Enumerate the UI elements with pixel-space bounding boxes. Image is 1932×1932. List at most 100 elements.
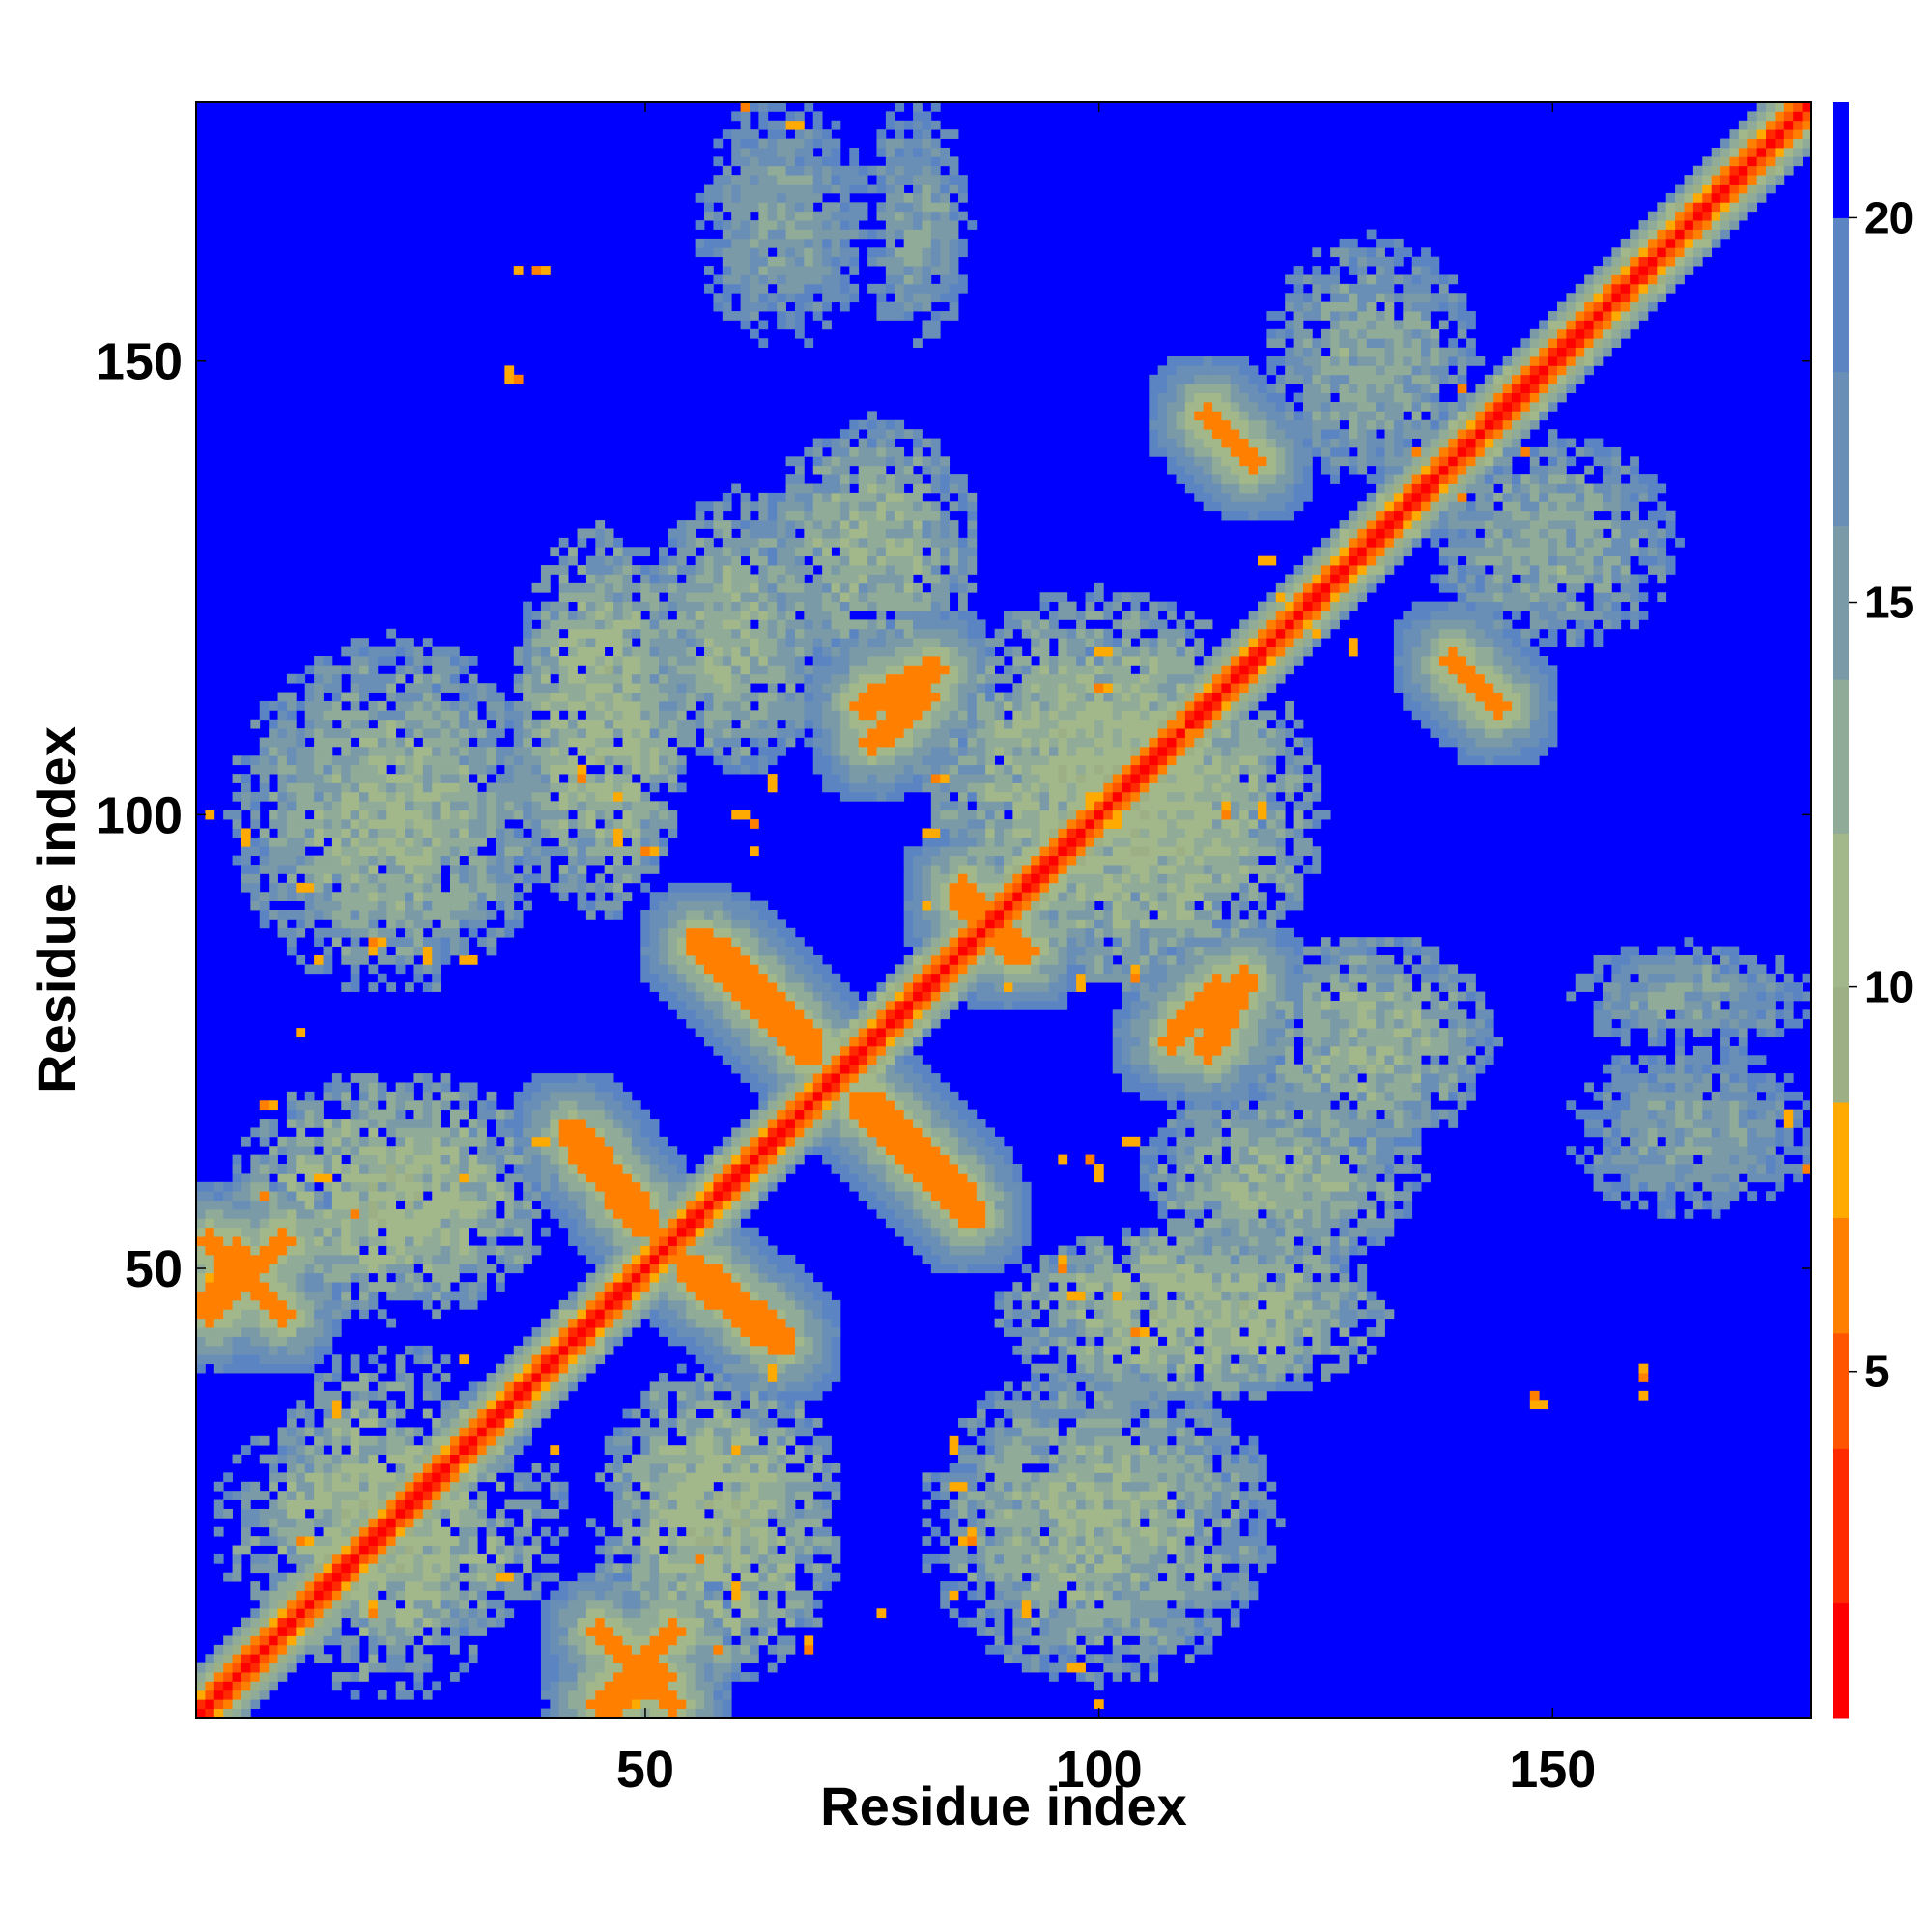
heatmap-cell [668, 1581, 678, 1591]
heatmap-cell [1184, 1499, 1195, 1510]
heatmap-cell [686, 1445, 696, 1455]
heatmap-cell [314, 1572, 324, 1582]
heatmap-cell [649, 1227, 660, 1237]
heatmap-cell [994, 1553, 1005, 1564]
heatmap-cell [1157, 1553, 1168, 1564]
heatmap-cell [785, 1518, 796, 1528]
heatmap-cell [585, 1690, 596, 1700]
heatmap-cell [477, 1435, 487, 1446]
heatmap-cell [377, 1635, 387, 1646]
heatmap-cell [1149, 1264, 1159, 1274]
heatmap-cell [794, 1291, 805, 1301]
heatmap-cell [1112, 1545, 1122, 1555]
heatmap-cell [377, 1164, 387, 1174]
heatmap-cell [1221, 1218, 1232, 1229]
heatmap-cell [550, 1208, 560, 1219]
heatmap-cell [440, 1608, 451, 1619]
heatmap-cell [323, 1264, 333, 1274]
heatmap-cell [631, 1599, 641, 1609]
heatmap-cell [323, 1164, 333, 1174]
heatmap-cell [695, 1518, 705, 1528]
heatmap-cell [259, 1236, 270, 1246]
heatmap-cell [1403, 1164, 1413, 1174]
heatmap-cell [1266, 1227, 1277, 1237]
heatmap-cell [885, 1191, 895, 1201]
heatmap-cell [331, 1536, 342, 1546]
heatmap-cell [1230, 1608, 1240, 1619]
heatmap-cell [477, 1518, 487, 1528]
heatmap-cell [450, 1272, 460, 1283]
heatmap-cell [1139, 1445, 1150, 1455]
heatmap-cell [232, 1336, 242, 1347]
heatmap-cell [958, 1545, 968, 1555]
heatmap-cell [713, 1508, 724, 1519]
heatmap-cell [731, 1654, 741, 1664]
heatmap-cell [1094, 1173, 1104, 1183]
heatmap-cell [640, 1654, 651, 1664]
heatmap-cell [1239, 1499, 1250, 1510]
heatmap-cell [1657, 1200, 1667, 1210]
heatmap-cell [232, 1200, 242, 1210]
heatmap-cell [486, 1536, 497, 1546]
heatmap-cell [341, 1508, 352, 1519]
heatmap-cell [405, 1463, 414, 1473]
heatmap-cell [550, 1354, 560, 1365]
heatmap-cell [1384, 1208, 1395, 1219]
heatmap-cell [1230, 1526, 1240, 1537]
heatmap-cell [749, 1435, 759, 1446]
heatmap-cell [432, 1418, 442, 1428]
heatmap-cell [359, 1254, 369, 1264]
heatmap-cell [1103, 1563, 1114, 1574]
heatmap-cell [1130, 1590, 1141, 1601]
heatmap-cell [785, 1408, 796, 1419]
heatmap-cell [722, 1518, 732, 1528]
heatmap-cell [1176, 1563, 1186, 1574]
heatmap-cell [568, 1690, 578, 1700]
heatmap-cell [1076, 1299, 1086, 1310]
heatmap-cell [296, 1254, 306, 1264]
heatmap-cell [368, 1654, 379, 1664]
heatmap-cell [695, 1581, 705, 1591]
heatmap-cell [1149, 1672, 1159, 1682]
heatmap-cell [459, 1617, 469, 1628]
heatmap-cell [640, 1272, 651, 1283]
heatmap-cell [196, 1327, 206, 1337]
heatmap-cell [686, 1381, 696, 1392]
heatmap-cell [386, 1427, 397, 1437]
heatmap-cell [1602, 1181, 1612, 1192]
heatmap-cell [1139, 1245, 1150, 1256]
heatmap-cell [1312, 1218, 1322, 1229]
heatmap-cell [1103, 1400, 1114, 1410]
heatmap-cell [350, 1218, 360, 1229]
heatmap-cell [1212, 1181, 1222, 1192]
heatmap-cell [1139, 1264, 1150, 1274]
heatmap-cell [722, 1445, 732, 1455]
heatmap-cell [468, 1299, 478, 1310]
heatmap-cell [1239, 1536, 1250, 1546]
heatmap-cell [1048, 1518, 1059, 1528]
heatmap-cell [785, 1435, 796, 1446]
heatmap-cell [331, 1472, 342, 1483]
heatmap-cell [1094, 1354, 1104, 1365]
heatmap-cell [1094, 1553, 1104, 1564]
heatmap-cell [1021, 1472, 1032, 1483]
heatmap-cell [676, 1672, 687, 1682]
heatmap-cell [477, 1553, 487, 1564]
heatmap-cell [523, 1245, 532, 1256]
heatmap-cell [704, 1299, 714, 1310]
heatmap-cell [1258, 1173, 1267, 1183]
heatmap-cell [486, 1208, 497, 1219]
heatmap-cell [1221, 1463, 1232, 1473]
heatmap-cell [676, 1363, 687, 1374]
heatmap-cell [1403, 1200, 1413, 1210]
heatmap-cell [377, 1563, 387, 1574]
heatmap-cell [386, 1400, 397, 1410]
heatmap-cell [250, 1181, 261, 1192]
heatmap-cell [1149, 1499, 1159, 1510]
heatmap-cell [422, 1526, 433, 1537]
heatmap-cell [1239, 1373, 1250, 1382]
heatmap-cell [922, 1254, 932, 1264]
heatmap-cell [377, 1309, 387, 1320]
heatmap-cell [241, 1200, 251, 1210]
heatmap-cell [259, 1635, 270, 1646]
